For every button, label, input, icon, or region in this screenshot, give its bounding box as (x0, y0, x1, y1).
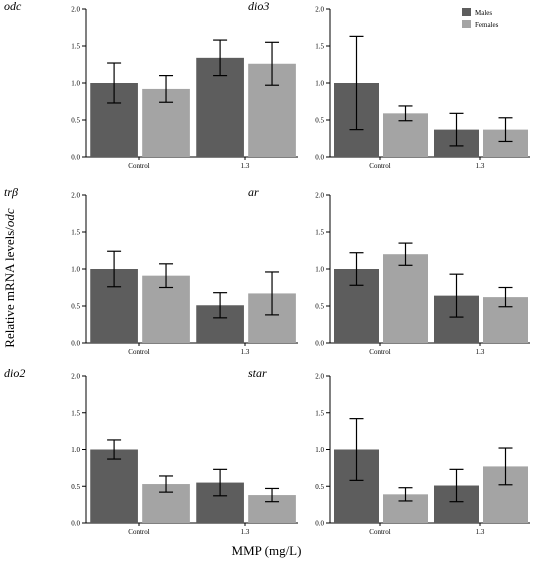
bar-females (383, 254, 428, 343)
y-tick-label: 2.0 (315, 373, 324, 381)
chart-panel-1: dio3 0.0 0.5 1.0 1.5 2.0 Control 1.3 Males Female… (248, 0, 530, 170)
y-tick-label: 0.0 (71, 154, 80, 162)
x-tick-label: 1.3 (241, 162, 250, 170)
x-tick-label: 1.3 (476, 162, 485, 170)
y-tick-label: 2.0 (315, 192, 324, 200)
y-tick-label: 0.5 (71, 483, 80, 491)
y-tick-label: 0.5 (315, 117, 324, 125)
legend: Males Females (462, 8, 499, 29)
y-axis-label-gene: odc (2, 208, 17, 228)
y-tick-label: 0.5 (315, 483, 324, 491)
y-tick-label: 2.0 (315, 6, 324, 14)
chart-panel-2: trβ 0.0 0.5 1.0 1.5 2.0 Control 1.3 (4, 185, 298, 356)
y-tick-label: 0.0 (71, 340, 80, 348)
x-tick-label: Control (369, 162, 390, 170)
x-tick-label: Control (128, 348, 149, 356)
y-tick-label: 2.0 (71, 373, 80, 381)
y-axis-label: Relative mRNA levels/odc (2, 208, 18, 347)
y-tick-label: 1.5 (71, 229, 80, 237)
legend-swatch-males (462, 8, 471, 16)
y-tick-label: 0.0 (315, 340, 324, 348)
x-tick-label: 1.3 (476, 348, 485, 356)
y-tick-label: 2.0 (71, 192, 80, 200)
chart-panel-5: star 0.0 0.5 1.0 1.5 2.0 Control 1.3 (248, 366, 530, 536)
y-tick-label: 1.0 (315, 446, 324, 454)
y-axis-label-prefix: Relative mRNA levels/ (2, 227, 17, 348)
panel-title: dio3 (248, 0, 269, 13)
y-tick-label: 2.0 (71, 6, 80, 14)
x-tick-label: Control (128, 162, 149, 170)
panel-title: ar (248, 185, 259, 199)
x-tick-label: Control (128, 528, 149, 536)
y-tick-label: 1.5 (71, 43, 80, 51)
y-tick-label: 1.0 (71, 266, 80, 274)
x-tick-label: 1.3 (476, 528, 485, 536)
y-tick-label: 1.0 (71, 80, 80, 88)
bar-males (90, 449, 138, 523)
y-tick-label: 1.5 (71, 409, 80, 417)
panel-title: dio2 (4, 366, 25, 380)
y-tick-label: 0.5 (71, 117, 80, 125)
y-tick-label: 1.0 (71, 446, 80, 454)
x-axis-label: MMP (mg/L) (231, 543, 302, 558)
panel-title: star (248, 366, 267, 380)
x-tick-label: Control (369, 528, 390, 536)
y-tick-label: 1.5 (315, 229, 324, 237)
chart-panel-4: dio2 0.0 0.5 1.0 1.5 2.0 Control 1.3 (4, 366, 298, 536)
y-tick-label: 0.5 (71, 303, 80, 311)
x-tick-label: Control (369, 348, 390, 356)
y-tick-label: 0.0 (315, 154, 324, 162)
x-tick-label: 1.3 (241, 348, 250, 356)
chart-panel-3: ar 0.0 0.5 1.0 1.5 2.0 Control 1.3 (248, 185, 530, 356)
legend-label-females: Females (475, 21, 499, 29)
y-tick-label: 1.5 (315, 43, 324, 51)
legend-swatch-females (462, 20, 471, 28)
y-tick-label: 0.0 (315, 520, 324, 528)
y-tick-label: 1.5 (315, 409, 324, 417)
panel-title: odc (4, 0, 22, 13)
y-tick-label: 1.0 (315, 80, 324, 88)
chart-panel-0: odc 0.0 0.5 1.0 1.5 2.0 Control 1.3 (4, 0, 298, 170)
y-tick-label: 0.5 (315, 303, 324, 311)
legend-label-males: Males (475, 9, 492, 17)
x-tick-label: 1.3 (241, 528, 250, 536)
y-tick-label: 1.0 (315, 266, 324, 274)
y-tick-label: 0.0 (71, 520, 80, 528)
panel-title: trβ (4, 185, 18, 199)
